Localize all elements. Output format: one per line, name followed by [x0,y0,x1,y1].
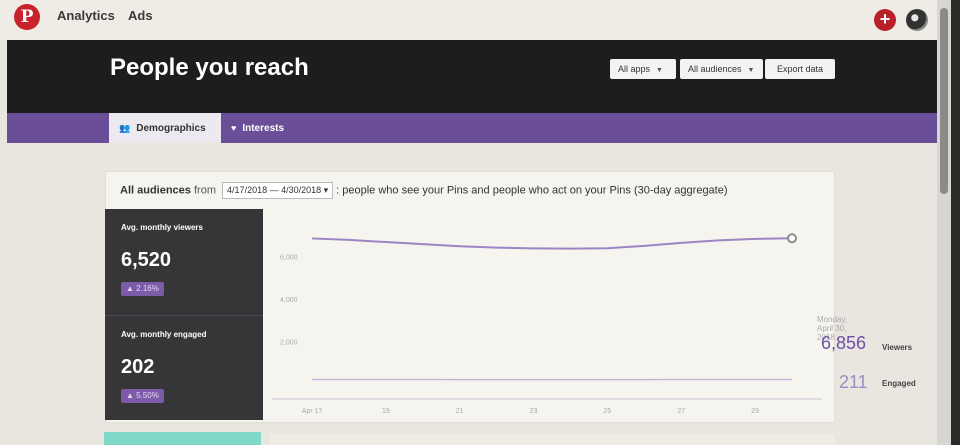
nav-ads-link[interactable]: Ads [128,8,153,23]
stats-panel: Avg. monthly viewers 6,520 ▲ 2.16% Avg. … [105,209,263,420]
series-line-viewers [311,237,793,250]
all-audiences-label: All audiences [688,64,742,74]
all-apps-dropdown[interactable]: All apps ▼ [610,59,676,79]
x-tick-label: Apr 17 [302,408,323,415]
stat-viewers-label: Avg. monthly viewers [121,223,203,232]
y-tick-label: 4,000 [280,297,298,304]
people-icon: 👥 [119,123,131,133]
x-tick-label: 29 [751,408,759,415]
stat-engaged-label: Avg. monthly engaged [121,330,207,339]
tooltip-engaged-value: 211 [839,372,868,392]
x-tick-label: 19 [382,408,390,415]
stat-engaged-change: 5.50% [136,391,159,400]
tab-interests[interactable]: ♥ Interests [221,113,301,143]
all-apps-label: All apps [618,64,651,74]
chevron-down-icon: ▼ [747,67,755,74]
chart-svg: 6,000 4,000 2,000 Apr 17 19 21 23 25 27 29 [272,233,822,415]
stat-engaged-value: 202 [121,356,155,378]
plus-icon[interactable]: + [874,9,896,31]
page-title: People you reach [110,54,309,81]
tooltip-viewers-value: 6,856 [821,333,867,353]
filter-description: : people who see your Pins and people wh… [336,184,728,197]
tab-bar: 👥 Demographics ♥ Interests [7,113,937,143]
heart-icon: ♥ [231,123,237,133]
date-range-dropdown[interactable]: 4/17/2018 — 4/30/2018 ▾ [222,182,334,199]
all-audiences-dropdown[interactable]: All audiences ▼ [680,59,763,79]
tooltip-engaged-label: Engaged [882,379,916,388]
screen-edge [951,0,960,445]
x-tick-label: 27 [677,408,685,415]
audience-card: All audiences from 4/17/2018 — 4/30/2018… [105,171,916,423]
y-tick-label: 6,000 [280,255,298,262]
top-nav: P Analytics Ads + [0,0,940,40]
date-range-value: 4/17/2018 — 4/30/2018 [227,185,322,195]
stat-viewers-change: 2.16% [136,284,159,293]
stat-viewers-value: 6,520 [121,249,172,271]
nav-analytics-link[interactable]: Analytics [57,8,115,23]
stat-viewers-change-badge: ▲ 2.16% [121,282,164,296]
line-chart[interactable]: 6,000 4,000 2,000 Apr 17 19 21 23 25 27 29 Monday… [272,209,916,421]
tab-demographics[interactable]: 👥 Demographics [109,113,221,143]
tooltip-viewers-label: Viewers [882,343,913,352]
x-tick-label: 25 [603,408,611,415]
export-data-button[interactable]: Export data [765,59,835,79]
main-content: All audiences from 4/17/2018 — 4/30/2018… [7,143,937,445]
y-tick-label: 2,000 [280,340,298,347]
next-card [270,434,835,445]
audience-name: All audiences [120,184,191,197]
stat-viewers[interactable]: Avg. monthly viewers 6,520 ▲ 2.16% [105,209,263,314]
stat-engaged[interactable]: Avg. monthly engaged 202 ▲ 5.50% [105,315,263,420]
x-tick-label: 21 [456,408,464,415]
page-header: People you reach All apps ▼ All audiences… [7,40,937,113]
avatar[interactable] [906,9,928,31]
tooltip-date: Monday, April 30, 2018 [817,315,848,342]
chevron-down-icon: ▼ [656,67,663,74]
next-card-header [104,432,261,445]
scrollbar-thumb[interactable] [940,8,948,194]
hover-marker [787,233,797,244]
pinterest-logo-icon[interactable]: P [14,4,40,30]
tab-demographics-label: Demographics [136,123,206,134]
stat-engaged-change-badge: ▲ 5.50% [121,389,164,403]
from-label: from [193,184,216,197]
filter-row: All audiences from 4/17/2018 — 4/30/2018… [120,182,728,199]
tab-interests-label: Interests [242,123,285,134]
x-tick-label: 23 [530,408,538,415]
